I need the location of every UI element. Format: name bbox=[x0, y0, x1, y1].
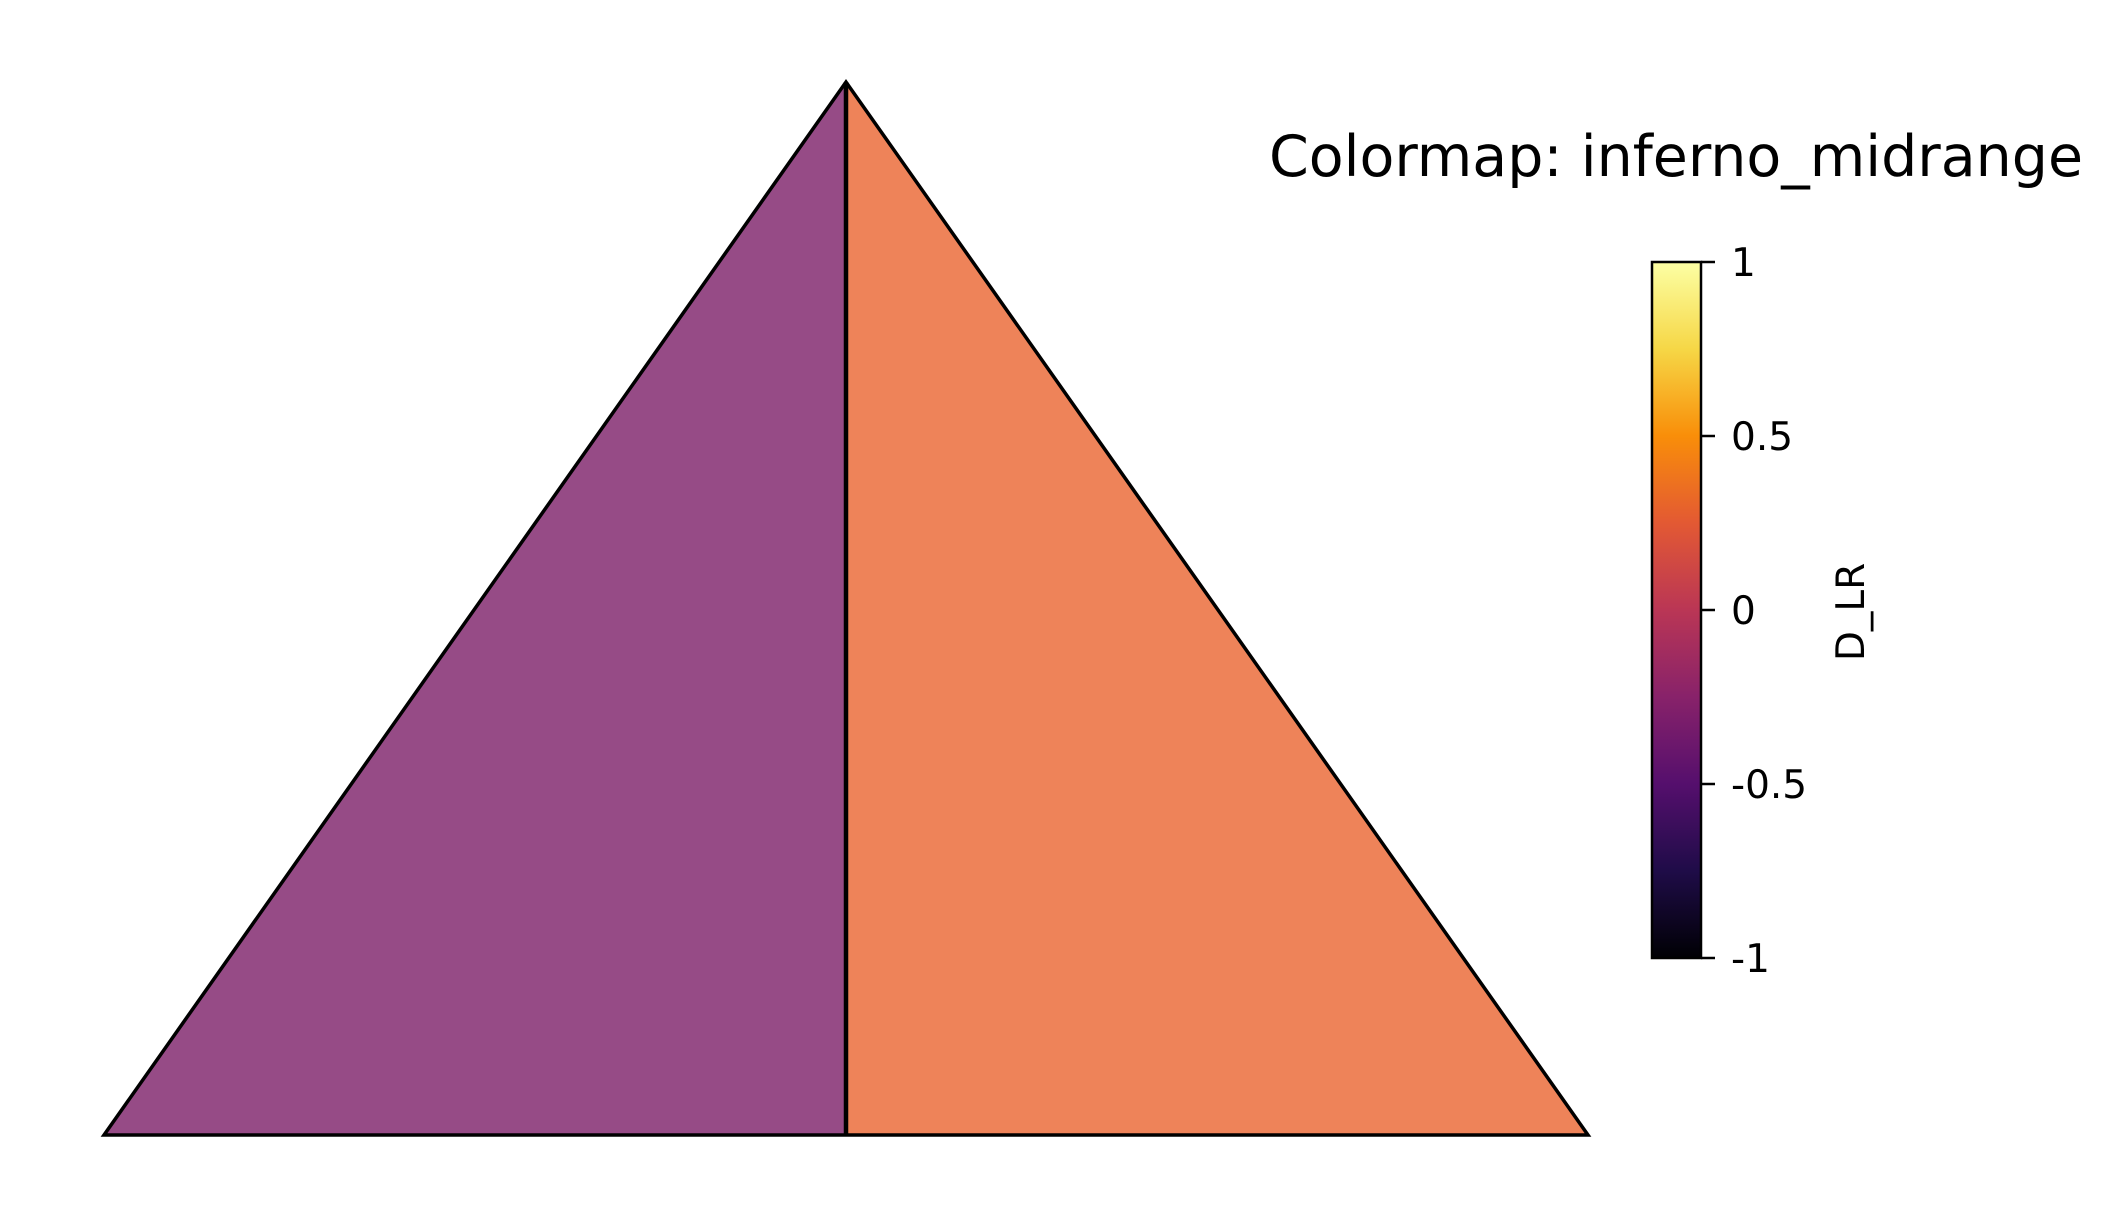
colorbar: 1 0.5 0 -0.5 -1 D_LR bbox=[1650, 241, 1874, 982]
triangle-plot bbox=[100, 78, 1592, 1137]
colorbar-tick-label: 0.5 bbox=[1731, 415, 1793, 460]
colorbar-tick-label: 0 bbox=[1731, 589, 1756, 634]
chart-title: Colormap: inferno_midrange bbox=[1269, 124, 2083, 190]
colorbar-tick-label: -1 bbox=[1731, 937, 1770, 982]
colorbar-label: D_LR bbox=[1829, 563, 1874, 661]
colorbar-ticks: 1 0.5 0 -0.5 -1 bbox=[1701, 241, 1807, 982]
colorbar-tick-label: 1 bbox=[1731, 241, 1756, 286]
colorbar-tick-label: -0.5 bbox=[1731, 763, 1807, 808]
colorbar-gradient bbox=[1650, 260, 1703, 960]
